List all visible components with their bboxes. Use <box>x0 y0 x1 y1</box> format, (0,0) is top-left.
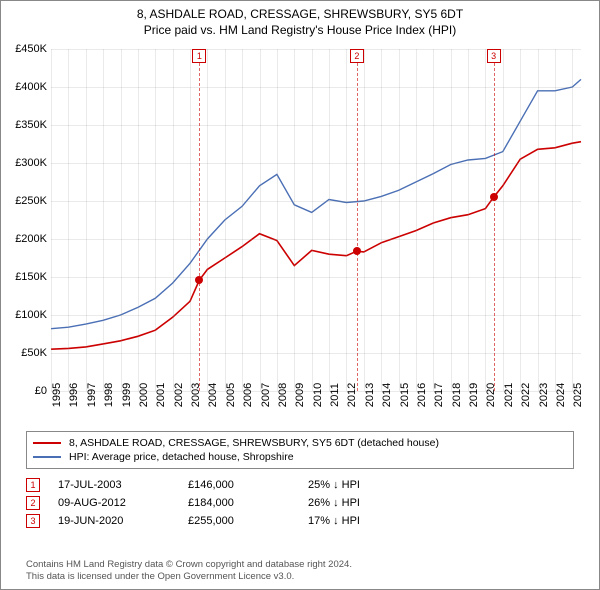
y-axis-label: £100K <box>15 309 47 321</box>
x-axis-label: 1999 <box>121 383 133 407</box>
x-axis-label: 2016 <box>416 383 428 407</box>
x-axis-label: 2002 <box>173 383 185 407</box>
sale-point <box>490 193 498 201</box>
legend: 8, ASHDALE ROAD, CRESSAGE, SHREWSBURY, S… <box>26 431 574 469</box>
legend-row-property: 8, ASHDALE ROAD, CRESSAGE, SHREWSBURY, S… <box>33 436 567 450</box>
sale-marker-icon: 3 <box>487 49 501 63</box>
x-axis-label: 2011 <box>329 383 341 407</box>
sales-row: 2 09-AUG-2012 £184,000 26% ↓ HPI <box>26 494 574 512</box>
sale-marker-icon: 1 <box>192 49 206 63</box>
sale-vs-hpi: 26% ↓ HPI <box>308 497 418 509</box>
sale-date: 09-AUG-2012 <box>58 497 188 509</box>
x-axis-label: 2022 <box>520 383 532 407</box>
y-axis-label: £300K <box>15 157 47 169</box>
sale-vs-hpi: 25% ↓ HPI <box>308 479 418 491</box>
x-axis-label: 2010 <box>312 383 324 407</box>
sale-point <box>195 276 203 284</box>
x-axis-label: 2008 <box>277 383 289 407</box>
legend-label-property: 8, ASHDALE ROAD, CRESSAGE, SHREWSBURY, S… <box>69 437 439 449</box>
x-axis-label: 1996 <box>68 383 80 407</box>
marker-icon: 1 <box>26 478 40 492</box>
x-axis-label: 2025 <box>572 383 584 407</box>
y-axis-label: £400K <box>15 81 47 93</box>
x-axis-label: 2015 <box>399 383 411 407</box>
series-line <box>51 79 581 328</box>
legend-swatch-hpi <box>33 456 61 458</box>
x-axis-label: 2006 <box>242 383 254 407</box>
title-block: 8, ASHDALE ROAD, CRESSAGE, SHREWSBURY, S… <box>1 1 599 41</box>
title-line1: 8, ASHDALE ROAD, CRESSAGE, SHREWSBURY, S… <box>11 7 589 21</box>
footer-line1: Contains HM Land Registry data © Crown c… <box>26 559 574 571</box>
legend-swatch-property <box>33 442 61 444</box>
x-axis-label: 2021 <box>503 383 515 407</box>
sale-point <box>353 247 361 255</box>
y-axis-label: £0 <box>35 385 47 397</box>
marker-icon: 2 <box>26 496 40 510</box>
sale-price: £255,000 <box>188 515 308 527</box>
x-axis-label: 2004 <box>207 383 219 407</box>
footer-line2: This data is licensed under the Open Gov… <box>26 571 574 583</box>
x-axis-label: 2019 <box>468 383 480 407</box>
x-axis-label: 2000 <box>138 383 150 407</box>
x-axis-label: 2007 <box>260 383 272 407</box>
x-axis-label: 2024 <box>555 383 567 407</box>
series-line <box>51 142 581 350</box>
y-axis-label: £250K <box>15 195 47 207</box>
marker-icon: 3 <box>26 514 40 528</box>
y-axis-label: £450K <box>15 43 47 55</box>
sale-vs-hpi: 17% ↓ HPI <box>308 515 418 527</box>
legend-label-hpi: HPI: Average price, detached house, Shro… <box>69 451 294 463</box>
x-axis-label: 2018 <box>451 383 463 407</box>
x-axis-label: 2013 <box>364 383 376 407</box>
sale-date: 17-JUL-2003 <box>58 479 188 491</box>
sale-date: 19-JUN-2020 <box>58 515 188 527</box>
title-line2: Price paid vs. HM Land Registry's House … <box>11 23 589 37</box>
y-axis-label: £150K <box>15 271 47 283</box>
chart-svg <box>51 49 581 391</box>
x-axis-label: 1998 <box>103 383 115 407</box>
x-axis-label: 2017 <box>433 383 445 407</box>
legend-row-hpi: HPI: Average price, detached house, Shro… <box>33 450 567 464</box>
x-axis-label: 2001 <box>155 383 167 407</box>
chart-plot-area: £0£50K£100K£150K£200K£250K£300K£350K£400… <box>51 49 581 391</box>
x-axis-label: 2014 <box>381 383 393 407</box>
y-axis-label: £50K <box>21 347 47 359</box>
sale-price: £146,000 <box>188 479 308 491</box>
sales-row: 1 17-JUL-2003 £146,000 25% ↓ HPI <box>26 476 574 494</box>
y-axis-label: £350K <box>15 119 47 131</box>
x-axis-label: 1995 <box>51 383 63 407</box>
sales-table: 1 17-JUL-2003 £146,000 25% ↓ HPI 2 09-AU… <box>26 476 574 530</box>
footer-attribution: Contains HM Land Registry data © Crown c… <box>26 559 574 583</box>
x-axis-label: 1997 <box>86 383 98 407</box>
chart-container: 8, ASHDALE ROAD, CRESSAGE, SHREWSBURY, S… <box>0 0 600 590</box>
sales-row: 3 19-JUN-2020 £255,000 17% ↓ HPI <box>26 512 574 530</box>
x-axis-label: 2005 <box>225 383 237 407</box>
sale-marker-icon: 2 <box>350 49 364 63</box>
x-axis-label: 2023 <box>538 383 550 407</box>
x-axis-label: 2020 <box>485 383 497 407</box>
y-axis-label: £200K <box>15 233 47 245</box>
sale-price: £184,000 <box>188 497 308 509</box>
x-axis-label: 2009 <box>294 383 306 407</box>
